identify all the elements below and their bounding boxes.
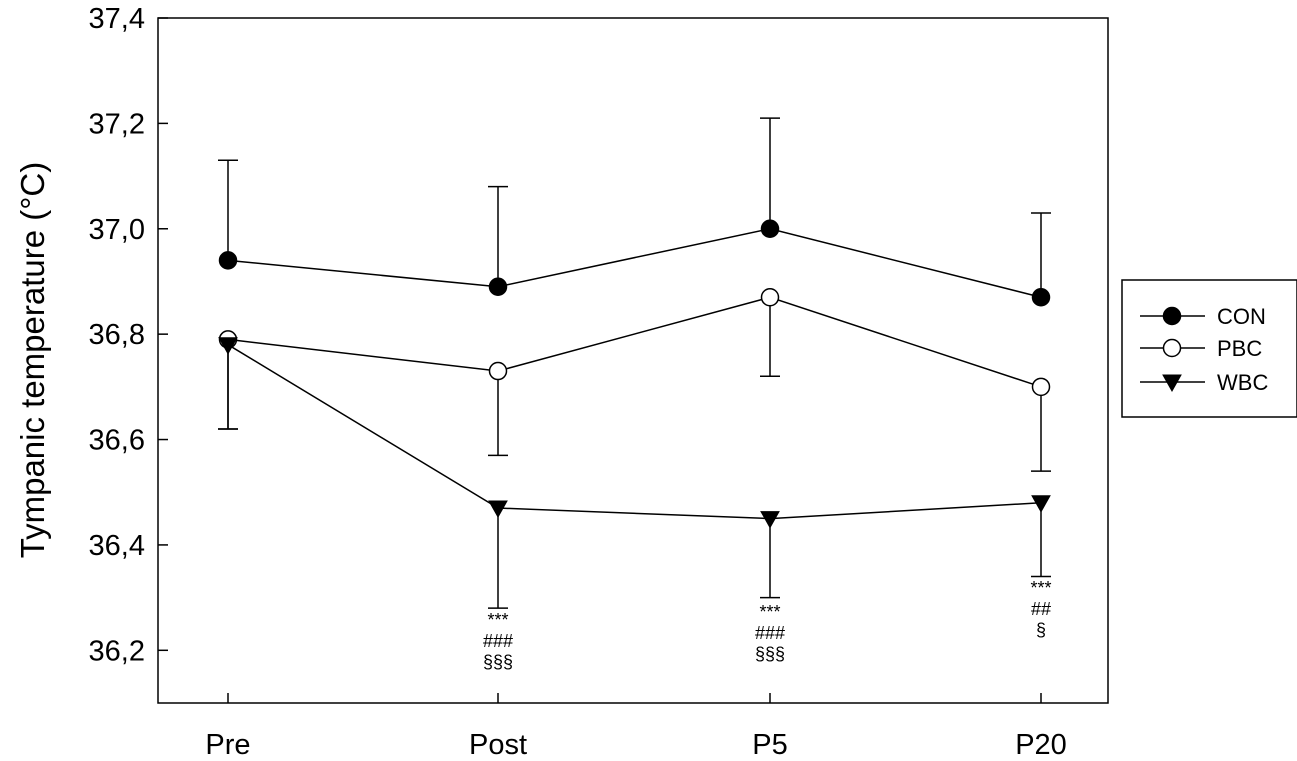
y-tick-label: 36,4 [89, 530, 145, 562]
data-point-pbc [488, 361, 508, 381]
y-tick-label: 37,0 [89, 214, 145, 246]
y-tick-label: 36,6 [89, 425, 145, 457]
significance-annotation: *** [759, 602, 780, 622]
x-axis: Pre Post P5 P20 [205, 693, 1067, 761]
series-line-con [227, 227, 1042, 298]
legend-label-wbc: WBC [1217, 370, 1268, 395]
series-wbc [218, 337, 1051, 609]
data-point-wbc [218, 337, 238, 355]
plot-frame [157, 17, 1109, 704]
significance-annotation: ### [483, 631, 513, 651]
series-line-pbc [227, 296, 1042, 388]
legend: CON PBC WBC [1121, 279, 1297, 418]
y-tick-label: 37,2 [89, 108, 145, 140]
y-axis-title: Tympanic temperature (°C) [14, 162, 51, 558]
legend-marker-con [1162, 306, 1182, 326]
annotation-layer: ***###§§§***###§§§***##§ [483, 578, 1052, 672]
data-point-wbc [488, 500, 508, 519]
legend-marker-pbc [1162, 338, 1182, 358]
data-point-con [1031, 288, 1051, 307]
y-tick-label: 36,2 [89, 635, 145, 667]
significance-annotation: *** [487, 610, 508, 630]
y-tick-label: 37,4 [89, 3, 145, 35]
data-point-wbc [760, 511, 780, 529]
significance-annotation: §§§ [755, 644, 785, 664]
data-point-pbc [760, 288, 780, 307]
x-tick-label: P20 [1015, 729, 1067, 761]
significance-annotation: ### [755, 623, 785, 643]
significance-annotation: §§§ [483, 652, 513, 672]
significance-annotation: *** [1030, 578, 1051, 598]
series-con [218, 117, 1051, 307]
x-tick-label: Pre [205, 729, 250, 761]
legend-label-con: CON [1217, 304, 1266, 329]
significance-annotation: ## [1031, 599, 1051, 619]
significance-annotation: § [1036, 620, 1046, 640]
y-axis: 36,2 36,4 36,6 36,8 37,0 37,2 37,4 [89, 3, 168, 667]
series-layer [218, 117, 1051, 609]
data-point-pbc [1031, 377, 1051, 397]
series-line-wbc [227, 344, 1042, 520]
data-point-con [218, 251, 238, 270]
legend-label-pbc: PBC [1217, 336, 1262, 361]
series-pbc [218, 288, 1051, 472]
data-point-con [760, 219, 780, 239]
legend-marker-wbc [1162, 374, 1182, 393]
y-tick-label: 36,8 [89, 319, 145, 351]
x-tick-label: P5 [752, 729, 787, 761]
data-point-wbc [1031, 495, 1051, 513]
x-tick-label: Post [469, 729, 527, 761]
data-point-con [488, 277, 508, 296]
